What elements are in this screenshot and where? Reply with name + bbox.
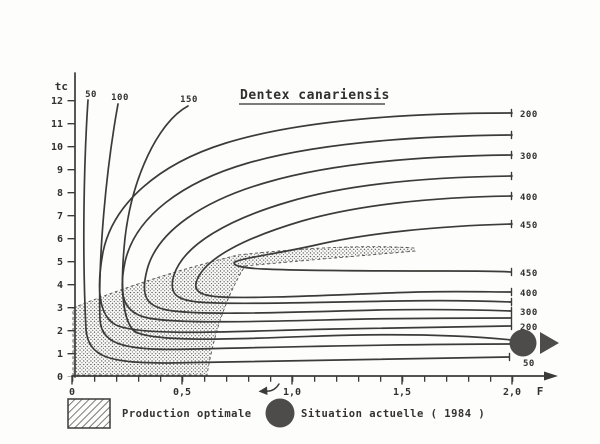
x-tick-label: 1,0 xyxy=(283,387,301,398)
contour-label-450-right-lower: 450 xyxy=(520,269,538,279)
y-tick-label: 10 xyxy=(51,142,63,153)
y-tick-labels: 12 11 10 9 8 7 6 5 4 3 2 1 0 xyxy=(51,96,63,383)
axis-annotation-arrow-shaft xyxy=(265,383,280,392)
contour-label-50-top: 50 xyxy=(85,90,97,100)
contour-label-150-top: 150 xyxy=(180,95,198,105)
contour-400 xyxy=(194,195,513,299)
x-tick-label: 0 xyxy=(69,387,75,398)
contour-label-100-top: 100 xyxy=(111,93,129,103)
contour-end-ticks xyxy=(508,108,513,362)
y-tick-label: 3 xyxy=(57,303,63,314)
x-tick-label: 1,5 xyxy=(393,387,411,398)
contour-250 xyxy=(121,134,513,323)
y-tick-label: 4 xyxy=(57,280,63,291)
legend-situation-label: Situation actuelle ( 1984 ) xyxy=(301,408,485,420)
axis-annotation-arrow-icon xyxy=(258,383,280,395)
y-tick-label: 5 xyxy=(57,257,63,268)
contour-450-inner xyxy=(233,223,513,273)
figure-title: Dentex canariensis xyxy=(240,88,390,103)
contour-50 xyxy=(82,99,510,364)
y-axis-label: tc xyxy=(55,80,68,93)
contour-labels-right-lower: 450 400 300 200 50 xyxy=(520,269,538,369)
y-tick-label: 9 xyxy=(57,165,63,176)
contour-200 xyxy=(98,112,513,334)
contour-labels-top: 50 100 150 xyxy=(85,90,198,105)
optimal-production-region xyxy=(72,246,416,376)
y-tick-label: 7 xyxy=(57,211,63,222)
x-axis-major-ticks xyxy=(71,375,513,385)
legend-situation-swatch xyxy=(265,398,295,428)
contour-150 xyxy=(121,105,513,341)
legend-hatch-swatch xyxy=(67,398,111,429)
contour-lines xyxy=(82,99,513,364)
y-tick-label: 6 xyxy=(57,234,63,245)
y-tick-label: 0 xyxy=(57,372,63,383)
contour-350 xyxy=(171,175,513,305)
axes xyxy=(67,72,558,385)
contour-label-50-right-lower: 50 xyxy=(523,359,535,369)
axis-annotation-arrow-head xyxy=(258,386,268,395)
contour-label-300-right-lower: 300 xyxy=(520,308,538,318)
legend: Production optimale Situation actuelle (… xyxy=(67,398,485,429)
situation-arrow-icon xyxy=(540,332,559,354)
y-tick-label: 2 xyxy=(57,326,63,337)
y-tick-label: 12 xyxy=(51,96,63,107)
x-tick-label: 2,0 xyxy=(503,387,521,398)
y-tick-label: 8 xyxy=(57,188,63,199)
x-axis-arrow-icon xyxy=(544,371,558,381)
contour-300 xyxy=(143,154,513,315)
contour-label-200-right-lower: 200 xyxy=(520,323,538,333)
x-axis-label: F xyxy=(537,385,544,398)
y-tick-label: 11 xyxy=(51,119,63,130)
contour-label-450-right-upper: 450 xyxy=(520,221,538,231)
legend-production-label: Production optimale xyxy=(122,408,252,420)
x-tick-label: 0,5 xyxy=(173,387,191,398)
y-tick-label: 1 xyxy=(57,349,63,360)
contour-label-300-right-upper: 300 xyxy=(520,152,538,162)
contour-label-400-right-lower: 400 xyxy=(520,289,538,299)
situation-circle-icon xyxy=(509,329,537,357)
x-tick-labels: 0 0,5 1,0 1,5 2,0 xyxy=(69,387,521,398)
contour-labels-right-upper: 200 300 400 450 xyxy=(520,110,538,231)
current-situation-marker xyxy=(509,329,559,357)
contour-label-400-right-upper: 400 xyxy=(520,193,538,203)
contour-label-200-right-upper: 200 xyxy=(520,110,538,120)
contour-100 xyxy=(98,103,513,351)
